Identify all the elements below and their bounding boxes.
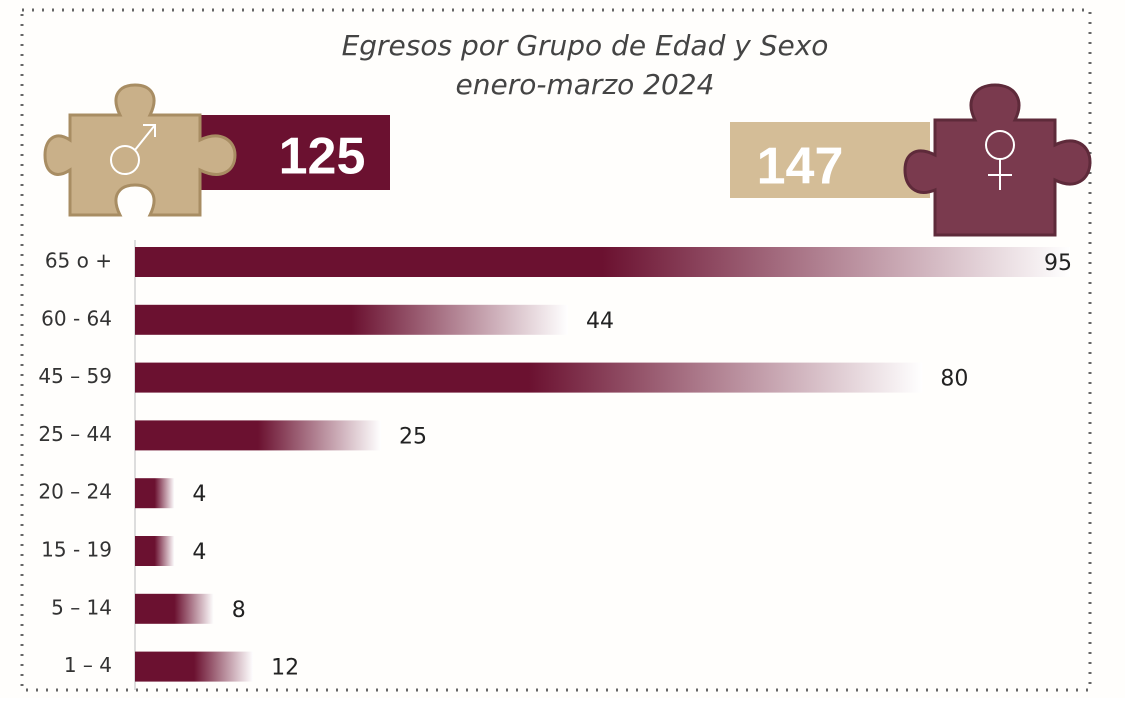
value-label: 44 [586,309,614,334]
male-symbol [110,145,140,175]
value-label: 8 [232,598,246,623]
bar [135,536,175,566]
dotted-border [20,8,1092,692]
bar [135,247,1070,277]
female-puzzle [903,83,1092,237]
female-box [730,122,930,198]
value-label: 80 [940,367,968,392]
y-tick-label: 60 - 64 [41,306,112,330]
male-total: 125 [279,128,366,186]
bar [135,362,923,393]
value-label: 12 [271,656,299,681]
chart-title: Egresos por Grupo de Edad y Sexo [342,29,829,62]
chart-subtitle: enero-marzo 2024 [456,68,715,101]
y-tick-label: 25 – 44 [38,422,112,446]
y-tick-label: 20 – 24 [38,480,112,504]
y-tick-label: 65 o + [45,249,112,273]
value-label: 25 [399,424,427,449]
bar [135,304,569,335]
bar [135,651,254,682]
y-tick-label: 15 - 19 [41,538,112,562]
male-puzzle [43,83,237,217]
bar [135,478,175,509]
bar [135,420,382,451]
bar [135,593,214,624]
male-symbol-arrow [134,124,156,151]
value-label: 95 [1044,251,1072,276]
y-tick-label: 5 – 14 [51,595,112,619]
value-label: 4 [192,482,206,507]
value-label: 4 [192,540,206,565]
female-total: 147 [757,138,844,196]
y-tick-label: 1 – 4 [64,653,112,677]
female-symbol-cross [988,159,1012,190]
y-tick-label: 45 – 59 [38,364,112,388]
